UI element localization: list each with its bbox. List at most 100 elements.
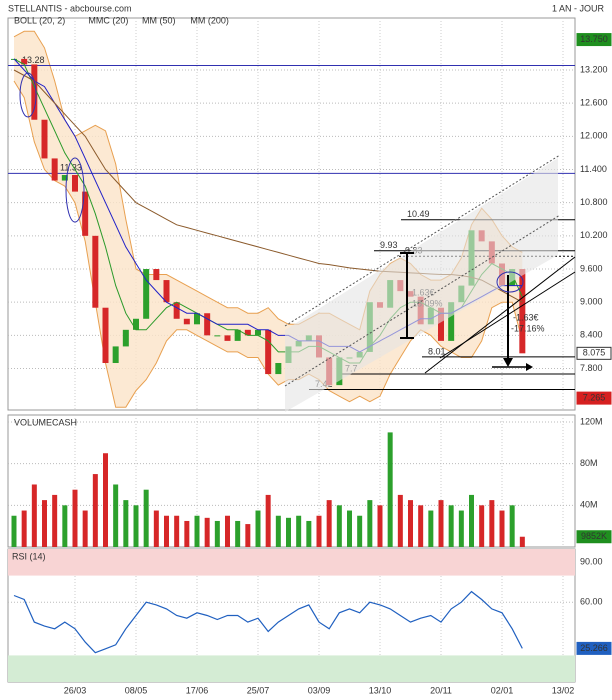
volume-bar (499, 510, 505, 547)
y-tick-label: 80M (580, 458, 598, 468)
x-tick-label: 20/11 (430, 685, 452, 695)
rsi-line (13, 590, 523, 654)
y-tick-label: 120M (580, 416, 603, 426)
level-label: 10.49 (407, 209, 430, 219)
volume-bar (286, 517, 291, 547)
level-label: 13.28 (22, 55, 45, 65)
y-tick-label: 7.800 (580, 363, 603, 373)
panel-title: RSI (14) (12, 551, 46, 561)
value-box-label: 25.266 (580, 643, 608, 653)
volume-bar (42, 500, 47, 547)
volume-bar (214, 520, 220, 547)
volume-bar (82, 510, 88, 547)
candle (173, 302, 180, 319)
page-title: STELLANTIS - abcbourse.com (8, 3, 132, 13)
volume-bar (306, 520, 312, 547)
value-box (576, 530, 612, 544)
volume-bar (519, 536, 525, 547)
candle (41, 119, 48, 159)
value-box-label: 7.265 (583, 392, 606, 402)
volume-bar (153, 510, 159, 547)
volume-bar (204, 517, 210, 547)
candle (224, 335, 231, 341)
candle (143, 269, 150, 319)
value-box-label: 9852K (581, 531, 607, 541)
volume-bar (245, 524, 251, 547)
y-tick-label: 90.00 (580, 557, 603, 567)
y-tick-label: 11.400 (580, 164, 607, 174)
candle (21, 58, 28, 65)
bollinger-lower (13, 80, 523, 408)
volume-bar (428, 510, 434, 547)
candle (163, 280, 170, 303)
value-box (576, 641, 612, 655)
volume-bar (316, 515, 322, 547)
panel-title: VOLUMECASH (14, 417, 77, 427)
x-tick-label: 03/09 (308, 685, 331, 695)
candle (122, 329, 129, 347)
highlight-ellipse (496, 271, 524, 293)
volume-bar (123, 500, 129, 547)
candle (82, 191, 89, 236)
y-tick-label: 10.800 (580, 197, 608, 207)
volume-bar (133, 505, 139, 547)
candle (234, 329, 241, 341)
volume-bar (143, 489, 149, 547)
value-box (576, 346, 612, 360)
x-tick-label: 26/03 (64, 685, 87, 695)
highlight-ellipse (65, 157, 85, 223)
price-frame (7, 17, 576, 411)
value-box (576, 391, 612, 405)
volume-bar (469, 494, 474, 547)
volume-bar (255, 510, 261, 547)
volume-bar (72, 489, 78, 547)
candle (51, 158, 58, 181)
candle (214, 335, 221, 337)
candle (448, 302, 455, 341)
volume-bar (377, 505, 383, 547)
value-box-label: 8.075 (583, 348, 606, 358)
channel-lower (284, 214, 561, 387)
level-label: 9.93 (380, 240, 398, 250)
volume-bar (235, 520, 241, 547)
volume-bar (448, 505, 454, 547)
volume-bar (397, 494, 403, 547)
value-box (576, 33, 612, 47)
y-tick-label: 40M (580, 500, 598, 510)
volume-frame (7, 414, 576, 548)
volume-bar (479, 505, 485, 547)
drawing-tools (19, 72, 576, 412)
x-tick-label: 08/05 (125, 685, 148, 695)
y-tick-label: 13.200 (580, 64, 608, 74)
candle (153, 269, 160, 281)
arrow-head (503, 358, 513, 367)
legend-entry: MMC (20) (88, 15, 128, 25)
volume-bar (31, 484, 37, 547)
volume-bar (387, 432, 393, 547)
x-tick-label: 25/07 (247, 685, 270, 695)
channel-shade (285, 158, 558, 412)
volume-bar (408, 500, 413, 547)
rsi-zone (8, 549, 575, 576)
level-label: 11.33 (60, 163, 82, 173)
candle (438, 307, 444, 341)
volume-bar (326, 500, 332, 547)
volume-bar (438, 500, 444, 547)
candle (204, 313, 211, 336)
volume-bar (103, 453, 108, 547)
volume-bar (62, 505, 68, 547)
volume-bar (418, 505, 424, 547)
volume-bar (11, 515, 17, 547)
volume-bar (164, 515, 169, 547)
trend-line (424, 256, 576, 374)
x-tick-label: 13/10 (369, 685, 392, 695)
volume-bar (458, 510, 464, 547)
value-box-label: 13.750 (580, 34, 608, 44)
volume-bar (275, 515, 281, 547)
candle (194, 313, 200, 325)
channel-upper (284, 154, 561, 327)
candle (265, 329, 272, 375)
volume-bar (113, 484, 119, 547)
y-tick-label: 10.200 (580, 230, 608, 240)
